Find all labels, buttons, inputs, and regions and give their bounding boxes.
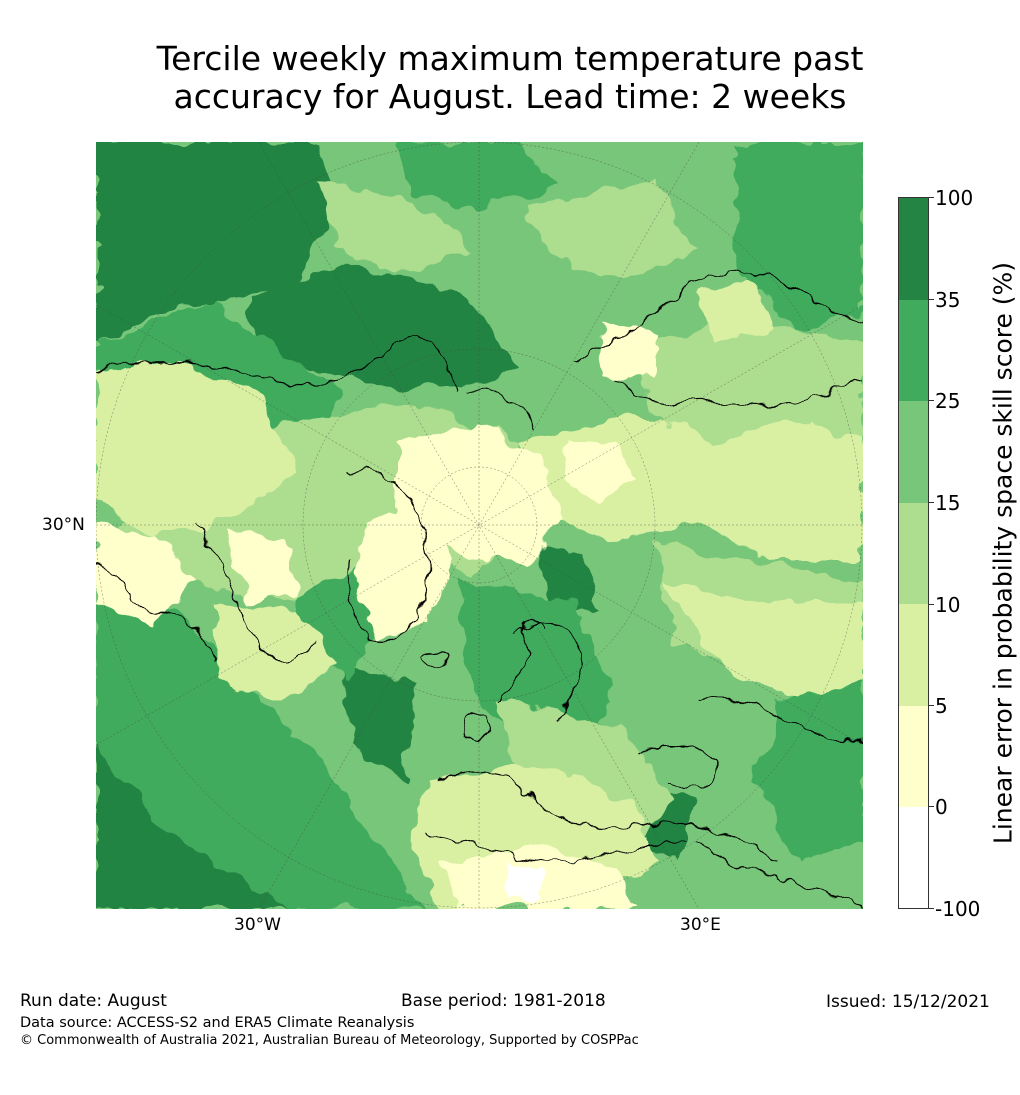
colorbar-tick-label: 15 xyxy=(935,491,961,515)
colorbar-tick-label: 0 xyxy=(935,795,948,819)
colorbar-tick xyxy=(929,197,934,198)
run-date: Run date: August xyxy=(20,991,167,1011)
base-period: Base period: 1981-2018 xyxy=(401,991,606,1011)
map-canvas xyxy=(96,142,863,909)
chart-title: Tercile weekly maximum temperature past … xyxy=(0,40,1020,116)
colorbar-bin-neg100-0 xyxy=(899,807,928,908)
colorbar-tick xyxy=(929,908,934,909)
title-line-1: Tercile weekly maximum temperature past xyxy=(156,39,864,78)
colorbar-bin-25-35 xyxy=(899,300,928,401)
colorbar-tick xyxy=(929,604,934,605)
longitude-label-30w: 30°W xyxy=(234,915,281,935)
issued-date: Issued: 15/12/2021 xyxy=(826,992,990,1012)
graticule xyxy=(96,142,863,909)
longitude-label-30e: 30°E xyxy=(680,915,721,935)
coastlines xyxy=(96,271,863,909)
colorbar-tick xyxy=(929,705,934,706)
colorbar-tick-label: 100 xyxy=(935,186,974,210)
colorbar-tick xyxy=(929,806,934,807)
colorbar-bin-15-25 xyxy=(899,401,928,503)
colorbar-tick-label: -100 xyxy=(935,897,981,921)
colorbar xyxy=(898,197,929,909)
colorbar-tick xyxy=(929,400,934,401)
colorbar-tick-label: 25 xyxy=(935,389,961,413)
colorbar-tick xyxy=(929,299,934,300)
colorbar-title: Linear error in probability space skill … xyxy=(988,261,1018,845)
polar-map xyxy=(96,142,863,909)
colorbar-tick-label: 10 xyxy=(935,593,961,617)
colorbar-tick-label: 5 xyxy=(935,694,948,718)
colorbar-tick xyxy=(929,502,934,503)
skill-score-field xyxy=(96,142,863,909)
colorbar-bin-0-5 xyxy=(899,706,928,807)
colorbar-bin-5-10 xyxy=(899,604,928,706)
colorbar-bin-35-100 xyxy=(899,198,928,300)
colorbar-tick-label: 35 xyxy=(935,288,961,312)
data-source: Data source: ACCESS-S2 and ERA5 Climate … xyxy=(20,1015,415,1031)
latitude-label-30n: 30°N xyxy=(42,515,85,535)
copyright: © Commonwealth of Australia 2021, Austra… xyxy=(20,1033,639,1048)
colorbar-bin-10-15 xyxy=(899,503,928,604)
title-line-2: accuracy for August. Lead time: 2 weeks xyxy=(173,77,847,116)
